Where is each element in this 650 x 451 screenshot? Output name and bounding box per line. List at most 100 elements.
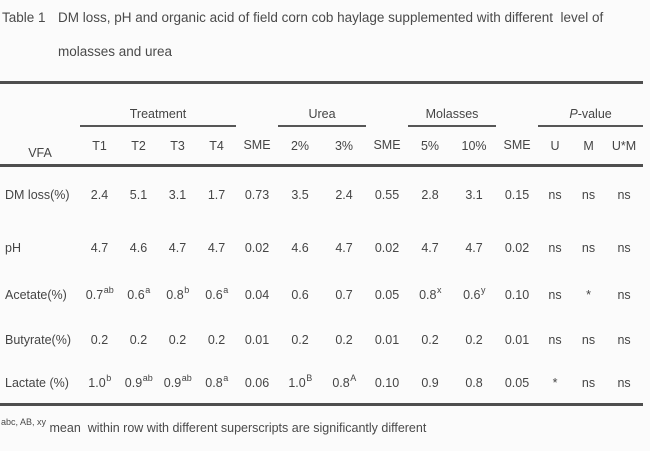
table-cell: ns	[581, 240, 596, 255]
table-cell: ns	[581, 375, 596, 390]
table-cell: 4.6	[291, 240, 309, 255]
row-label: Lactate (%)	[5, 375, 69, 390]
table-cell: 0.02	[244, 240, 270, 255]
table-cell: ns	[617, 375, 631, 390]
table-cell: 0.2	[90, 333, 109, 347]
cell-superscript: ab	[181, 372, 192, 383]
subheader-sme: SME	[503, 138, 531, 152]
table-cell: 0.8x	[419, 284, 442, 302]
table-cell: ns	[617, 240, 631, 255]
table-caption-text: DM loss, pH and organic acid of field co…	[58, 1, 603, 69]
table-cell: ns	[548, 187, 562, 202]
table-cell: ns	[581, 333, 596, 347]
table-cell: 0.01	[244, 333, 270, 347]
footnote-superscript: abc, AB, xy	[1, 416, 47, 427]
cell-superscript: B	[306, 372, 313, 383]
table-row: Butyrate(%) 0.2 0.2 0.2 0.2 0.01 0.2 0.2 0.01 0.2…	[0, 318, 643, 363]
table-cell: 0.02	[504, 240, 530, 255]
table-cell: ns	[617, 333, 631, 347]
table-cell: 0.2	[421, 333, 439, 347]
table-cell: 4.7	[90, 240, 109, 255]
table-footnote: abc, AB, xy mean within row with differe…	[1, 417, 650, 435]
group-header-molasses: Molasses	[408, 82, 497, 127]
table-cell: 0.8	[465, 375, 483, 390]
subheader-t3: T3	[170, 138, 185, 153]
table-row: pH 4.7 4.6 4.7 4.7 0.02 4.6 4.7 0.02 4.7 4.7 0.02 ns…	[0, 223, 643, 273]
group-header-spacer	[496, 83, 538, 127]
table-cell: 4.7	[335, 240, 353, 255]
table-header: VFA Treatment Urea Molasses P-value T1 T2 T3 T4 S…	[0, 82, 644, 166]
table-cell: 4.7	[168, 240, 187, 255]
row-label: DM loss(%)	[5, 187, 70, 202]
table-cell: 0.05	[374, 288, 400, 302]
group-header-spacer	[366, 83, 408, 127]
table-cell: 3.1	[465, 187, 483, 202]
table-cell: 0.7	[335, 288, 353, 302]
table-cell: 0.05	[504, 375, 530, 390]
table-cell: 4.7	[421, 240, 439, 255]
cell-superscript: ab	[103, 284, 114, 295]
subheader-sme: SME	[373, 138, 401, 152]
group-header-spacer	[236, 83, 278, 127]
table-cell: *	[586, 288, 591, 302]
corner-header-vfa: VFA	[28, 146, 52, 160]
table-cell: 0.6	[291, 288, 309, 302]
table-cell: 0.73	[244, 187, 270, 202]
table-caption: Table 1 DM loss, pH and organic acid of …	[2, 1, 650, 69]
subheader-um: U*M	[611, 138, 637, 153]
table-cell: 0.2	[207, 333, 226, 347]
row-label: Acetate(%)	[5, 288, 67, 302]
subheader-sme: SME	[243, 138, 271, 152]
table-row: DM loss(%) 2.4 5.1 3.1 1.7 0.73 3.5 2.4 0.55 2.8 3…	[0, 166, 643, 223]
paper-page: Table 1 DM loss, pH and organic acid of …	[0, 1, 650, 435]
table-cell: 0.9ab	[124, 372, 153, 390]
cell-superscript: y	[480, 284, 486, 295]
row-label: pH	[5, 240, 21, 255]
table-cell: 0.7ab	[85, 284, 114, 302]
subheader-5: 5%	[420, 138, 440, 153]
table-cell: 0.8A	[332, 372, 357, 390]
table-cell: 0.10	[374, 375, 400, 390]
table-cell: 0.06	[244, 375, 270, 390]
table-cell: 1.0b	[88, 372, 112, 390]
table-cell: 1.7	[207, 187, 226, 202]
subheader-3: 3%	[334, 138, 354, 153]
cell-superscript: ab	[142, 372, 153, 383]
table-cell: ns	[581, 187, 596, 202]
table-cell: 0.2	[335, 333, 353, 347]
cell-superscript: b	[184, 284, 190, 295]
group-header-urea: Urea	[278, 82, 367, 127]
cell-superscript: a	[223, 372, 229, 383]
vfa-table: VFA Treatment Urea Molasses P-value T1 T2 T3 T4 S…	[0, 81, 644, 406]
table-cell: 4.7	[207, 240, 226, 255]
table-cell: 0.2	[465, 333, 483, 347]
cell-superscript: b	[106, 372, 112, 383]
table-cell: 2.4	[90, 187, 109, 202]
table-cell: 5.1	[129, 187, 148, 202]
table-cell: 0.9	[421, 375, 439, 390]
table-cell: 4.6	[129, 240, 148, 255]
table-body: DM loss(%) 2.4 5.1 3.1 1.7 0.73 3.5 2.4 0.55 2.8 3…	[0, 166, 643, 405]
cell-superscript: x	[436, 284, 442, 295]
table-cell: 0.2	[291, 333, 309, 347]
table-cell: 1.0B	[288, 372, 313, 390]
cell-superscript: a	[145, 284, 151, 295]
table-cell: 0.01	[504, 333, 530, 347]
subheader-10: 10%	[461, 138, 487, 153]
table-cell: 0.6a	[127, 284, 151, 302]
table-cell: 0.8a	[205, 372, 229, 390]
table-cell: 0.04	[244, 288, 270, 302]
table-caption-line1: DM loss, pH and organic acid of field co…	[58, 10, 604, 25]
table-cell: 0.10	[504, 288, 530, 302]
table-cell: 0.6a	[205, 284, 229, 302]
subheader-u: U	[550, 138, 560, 153]
table-cell: 3.1	[168, 187, 187, 202]
group-header-pvalue: P-value	[538, 82, 644, 127]
footnote-text: mean within row with different superscri…	[49, 421, 427, 435]
subheader-m: M	[583, 138, 594, 153]
table-cell: 0.15	[504, 187, 530, 202]
table-cell: 3.5	[291, 187, 309, 202]
row-label: Butyrate(%)	[5, 333, 71, 347]
table-caption-line2: molasses and urea	[58, 44, 173, 59]
table-cell: ns	[548, 288, 562, 302]
